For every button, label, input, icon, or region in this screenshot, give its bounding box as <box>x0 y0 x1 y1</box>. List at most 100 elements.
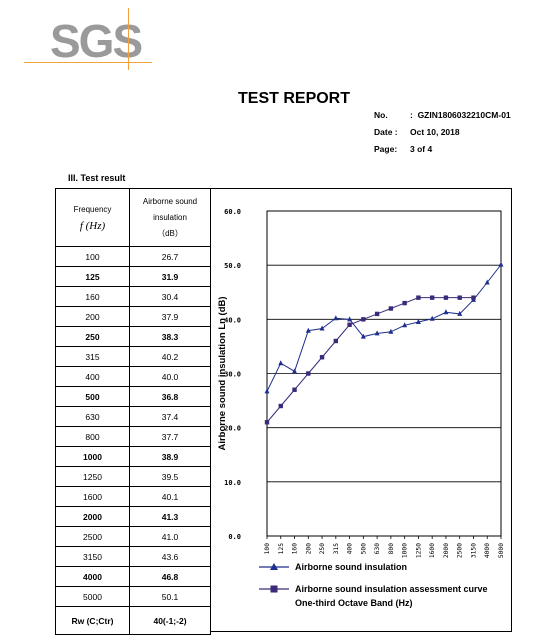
rating-label: Rw (C;Ctr) <box>55 606 130 635</box>
series-point <box>305 327 311 333</box>
report-number-value: GZIN1806032210CM-01 <box>417 110 511 120</box>
frequency-cell: 125 <box>55 266 130 287</box>
insulation-cell: 26.7 <box>129 246 211 267</box>
frequency-cell: 4000 <box>55 566 130 587</box>
frequency-cell: 5000 <box>55 586 130 607</box>
insulation-cell: 43.6 <box>129 546 211 567</box>
report-page-label: Page: <box>374 144 398 154</box>
frequency-cell: 250 <box>55 326 130 347</box>
table-row: 160 30.4 <box>55 286 211 307</box>
report-number: No.: GZIN1806032210CM-01 <box>374 110 511 120</box>
insulation-header-unit: （dB） <box>157 228 183 238</box>
series-point <box>443 295 449 300</box>
x-tick-label: 200 <box>305 543 312 555</box>
series-line <box>266 264 502 392</box>
x-tick-label: 125 <box>278 543 285 555</box>
frequency-cell: 630 <box>55 406 130 427</box>
report-date: Date : Oct 10, 2018 <box>374 127 460 137</box>
insulation-cell: 40.2 <box>129 346 211 367</box>
x-tick-label: 630 <box>374 543 381 555</box>
table-row: 2000 41.3 <box>55 506 211 527</box>
x-tick-label: 4000 <box>484 543 491 558</box>
report-date-label: Date : <box>374 127 398 137</box>
table-row: 1000 38.9 <box>55 446 211 467</box>
y-axis-label: Airborne sound insulation Ln (dB) <box>217 296 228 450</box>
series-point <box>278 360 284 366</box>
x-tick-label: 800 <box>388 543 395 555</box>
table-row: 5000 50.1 <box>55 586 211 607</box>
series-point <box>415 319 421 325</box>
insulation-cell: 37.7 <box>129 426 211 447</box>
rating-row: Rw (C;Ctr) 40(-1;-2) <box>55 606 211 635</box>
series-point <box>484 279 490 285</box>
table-row: 400 40.0 <box>55 366 211 387</box>
y-tick-label: 50.0 <box>224 262 241 270</box>
series-point <box>429 315 435 321</box>
x-tick-label: 3150 <box>470 543 477 558</box>
table-row: 800 37.7 <box>55 426 211 447</box>
series-point <box>457 295 462 300</box>
frequency-cell: 160 <box>55 286 130 307</box>
series-point <box>374 330 380 336</box>
report-date-value: Oct 10, 2018 <box>410 127 460 137</box>
series-point <box>374 311 380 317</box>
x-tick-label: 160 <box>292 543 299 555</box>
x-tick-label: 2000 <box>443 543 450 558</box>
series-point <box>319 355 325 360</box>
table-row: 1250 39.5 <box>55 466 211 487</box>
frequency-cell: 1000 <box>55 446 130 467</box>
series-point <box>416 295 421 300</box>
x-tick-label: 400 <box>347 543 354 555</box>
x-tick-label: 1600 <box>429 543 436 558</box>
frequency-cell: 1250 <box>55 466 130 487</box>
x-axis-label: One-third Octave Band (Hz) <box>295 598 413 608</box>
section-title: III. Test result <box>68 173 126 183</box>
series-point <box>429 295 435 300</box>
y-tick-label: 40.0 <box>224 316 241 324</box>
series-point <box>360 333 366 339</box>
insulation-chart: 0.0 10.0 20.0 30.0 40.0 50.0 60.0 100 125 160 200 2… <box>217 208 505 608</box>
insulation-header-line2: insulation <box>153 212 187 222</box>
table-row: 4000 46.8 <box>55 566 211 587</box>
series-point <box>402 300 407 306</box>
insulation-cell: 41.3 <box>129 506 211 527</box>
series-point <box>347 322 352 327</box>
insulation-cell: 31.9 <box>129 266 211 287</box>
insulation-cell: 37.4 <box>129 406 211 427</box>
insulation-cell: 38.3 <box>129 326 211 347</box>
x-tick-label: 1000 <box>402 543 409 558</box>
table-row: 630 37.4 <box>55 406 211 427</box>
x-tick-label: 250 <box>319 543 326 555</box>
sgs-logo: SGS <box>50 15 143 67</box>
series-point <box>333 315 339 321</box>
triangle-icon <box>270 563 278 570</box>
table-row: 100 26.7 <box>55 246 211 267</box>
insulation-cell: 50.1 <box>129 586 211 607</box>
series-point <box>319 325 325 331</box>
frequency-cell: 100 <box>55 246 130 267</box>
x-tick-label: 315 <box>333 543 340 555</box>
x-tick-label: 5000 <box>498 543 505 558</box>
y-tick-label: 10.0 <box>224 479 241 487</box>
series-point <box>278 403 283 409</box>
insulation-cell: 39.5 <box>129 466 211 487</box>
insulation-cell: 40.1 <box>129 486 211 507</box>
frequency-cell: 500 <box>55 386 130 407</box>
insulation-cell: 40.0 <box>129 366 211 387</box>
table-row: 250 38.3 <box>55 326 211 347</box>
frequency-header-unit: f (Hz) <box>79 219 106 232</box>
series-point <box>388 306 394 311</box>
y-tick-label: 60.0 <box>224 208 241 216</box>
table-row: 1600 40.1 <box>55 486 211 507</box>
report-page: Page: 3 of 4 <box>374 144 432 154</box>
frequency-cell: 1600 <box>55 486 130 507</box>
chart-frame: 0.0 10.0 20.0 30.0 40.0 50.0 60.0 100 125 160 200 2… <box>210 188 512 632</box>
frequency-cell: 3150 <box>55 546 130 567</box>
table-row: 500 36.8 <box>55 386 211 407</box>
frequency-cell: 800 <box>55 426 130 447</box>
results-table: Frequency f (Hz) Airborne sound insulati… <box>55 188 211 635</box>
series-point <box>361 317 366 322</box>
series-point <box>388 328 394 334</box>
square-icon <box>270 585 278 593</box>
logo-rule-vertical <box>128 8 129 70</box>
